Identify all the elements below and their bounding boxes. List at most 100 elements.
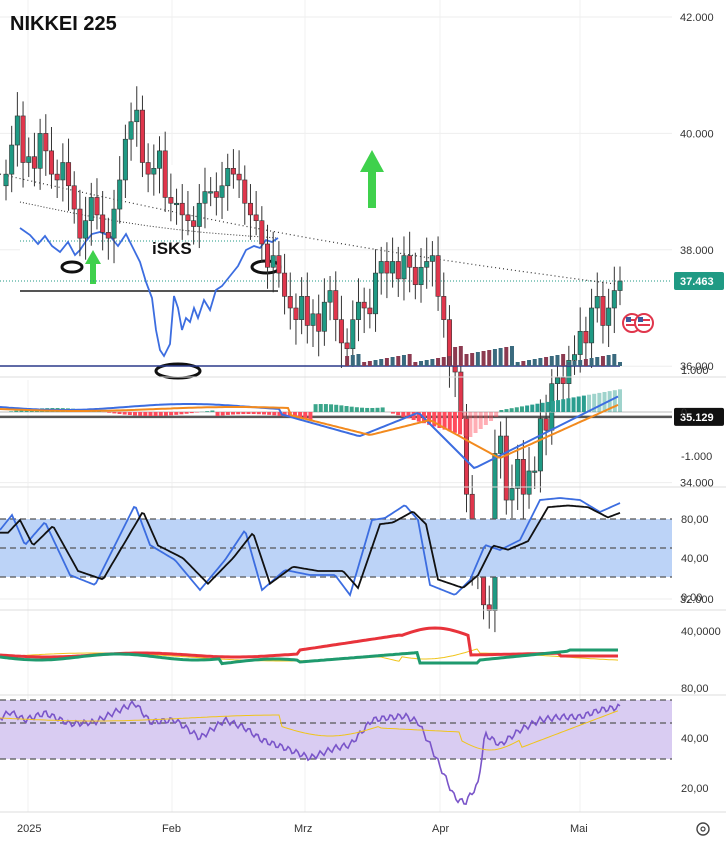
flag-canton xyxy=(638,317,643,322)
price-tick-label: 36.000 xyxy=(680,361,714,373)
macd-histogram-bar xyxy=(494,412,499,417)
macd-histogram-bar xyxy=(231,412,236,415)
macd-histogram-bar xyxy=(427,412,432,425)
volume-bar xyxy=(413,362,418,366)
macd-histogram-bar xyxy=(530,404,535,412)
candle-body xyxy=(316,313,322,332)
price-tick-label: 40.000 xyxy=(680,128,714,140)
macd-histogram-bar xyxy=(447,412,452,432)
macd-histogram-bar xyxy=(612,390,617,412)
inset-ellipse-bottom xyxy=(154,362,202,380)
candle-body xyxy=(20,115,26,163)
flag-stripe xyxy=(626,324,638,326)
candle-body xyxy=(617,280,623,291)
candle-body xyxy=(435,255,441,297)
inset-price-line-path xyxy=(19,227,279,358)
rsi-ma-line xyxy=(0,710,619,751)
price-tick-label: 42.000 xyxy=(680,12,714,24)
volume-bar xyxy=(572,361,577,366)
inset-up-arrow-icon xyxy=(85,250,101,284)
volume-bar xyxy=(458,346,463,366)
macd-histogram-bar xyxy=(179,412,184,415)
macd-histogram-bar xyxy=(587,394,592,412)
macd-histogram-bar xyxy=(14,410,19,412)
candle-body xyxy=(338,319,344,344)
macd-histogram-bar xyxy=(313,404,318,412)
macd-histogram-bar xyxy=(210,410,215,412)
x-tick-label: Mrz xyxy=(294,823,312,835)
volume-bar xyxy=(487,350,492,366)
signal-line xyxy=(0,403,619,459)
macd-histogram-bar xyxy=(618,389,622,412)
candle-body xyxy=(174,202,180,206)
panel-tick-label: 40,0000 xyxy=(681,626,721,638)
macd-histogram-bar xyxy=(380,407,385,412)
volume-bar xyxy=(373,360,378,366)
macd-histogram-bar xyxy=(158,412,163,416)
volume-bar xyxy=(436,358,441,366)
volume-bar xyxy=(492,349,497,366)
candle-body xyxy=(179,202,185,216)
candle-body xyxy=(600,296,606,326)
candle-body xyxy=(162,150,168,198)
volume-bar xyxy=(401,355,406,366)
last-price-label: 37.463 xyxy=(680,276,714,288)
volume-bar xyxy=(589,358,594,366)
candle-body xyxy=(60,162,66,181)
candle-body xyxy=(583,330,589,344)
volume-bar xyxy=(379,359,384,366)
macd-histogram-bar xyxy=(390,412,395,414)
macd-histogram-bar xyxy=(205,411,210,412)
x-tick-label: Apr xyxy=(432,823,449,835)
macd-histogram-bar xyxy=(225,412,230,415)
macd-histogram-bar xyxy=(576,396,581,412)
candle-body xyxy=(157,150,163,169)
macd-histogram-bar xyxy=(323,404,328,412)
macd-histogram-bar xyxy=(117,412,122,415)
macd-histogram-bar xyxy=(277,412,282,416)
volume-bar xyxy=(532,359,537,366)
macd-histogram-bar xyxy=(298,412,303,419)
macd-histogram-bar xyxy=(416,412,421,422)
volume-bar xyxy=(441,357,446,366)
candle-body xyxy=(566,360,572,384)
macd-histogram-bar xyxy=(267,412,272,415)
candle-body xyxy=(441,296,447,320)
rsi-line xyxy=(0,700,621,805)
settings-icon[interactable] xyxy=(696,822,710,836)
volume-bar xyxy=(356,354,361,366)
macd-histogram-bar xyxy=(122,412,127,415)
macd-histogram-bar xyxy=(272,412,277,416)
macd-histogram-bar xyxy=(127,412,132,416)
candle-body xyxy=(532,470,538,473)
panel-tick-label: 40,00 xyxy=(681,553,709,565)
macd-histogram-bar xyxy=(339,405,344,412)
volume-bar xyxy=(430,359,435,366)
candle-body xyxy=(554,377,560,384)
macd-histogram-bar xyxy=(571,397,576,412)
macd-histogram-bar xyxy=(282,412,287,417)
macd-histogram-bar xyxy=(303,412,308,419)
price-tick-label: 34.000 xyxy=(680,478,714,490)
candle-body xyxy=(543,418,549,431)
macd-histogram-bar xyxy=(370,407,375,412)
candle-body xyxy=(54,173,60,181)
panel-tick-label: 40,00 xyxy=(681,733,709,745)
volume-bar xyxy=(612,354,617,366)
volume-bar xyxy=(453,347,458,366)
dmi-plus-line xyxy=(0,648,618,666)
candle-body xyxy=(14,115,20,146)
volume-bar xyxy=(407,354,412,366)
candle-body xyxy=(407,255,413,268)
candle-body xyxy=(71,185,77,210)
candle-body xyxy=(270,255,276,268)
candle-body xyxy=(145,162,151,175)
macd-histogram-bar xyxy=(406,412,411,419)
volume-bar xyxy=(424,360,429,366)
macd-histogram-bar xyxy=(19,410,24,412)
macd-histogram-bar xyxy=(153,412,158,416)
macd-histogram-bar xyxy=(478,412,483,429)
candle-body xyxy=(287,296,293,309)
macd-histogram-bar xyxy=(592,393,597,412)
